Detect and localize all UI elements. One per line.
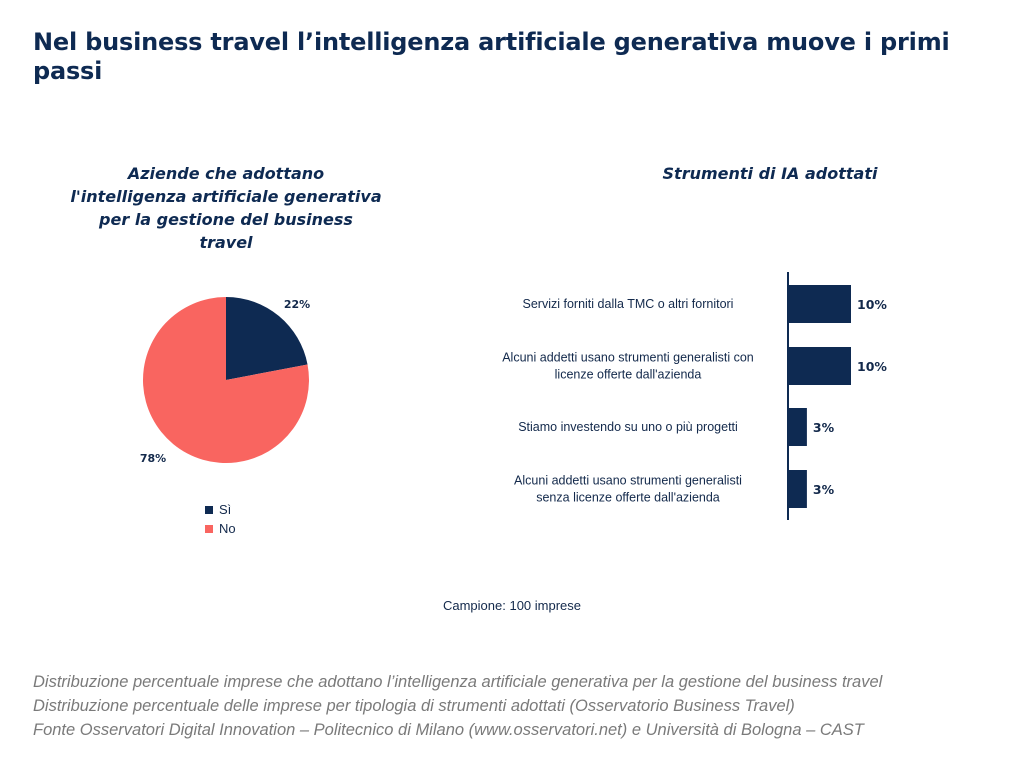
bar-4 [788,470,807,508]
pie-legend: Sì No [205,500,236,538]
sample-note: Campione: 100 imprese [442,598,582,613]
footer-line: Distribuzione percentuale delle imprese … [33,697,795,715]
pie-slice-label: 78% [140,452,166,465]
bar-2 [788,347,851,385]
legend-item-si: Sì [205,500,236,519]
footer-line: Distribuzione percentuale imprese che ad… [33,673,883,691]
bar-value-label: 3% [813,420,835,435]
page-title: Nel business travel l’intelligenza artif… [33,28,950,85]
bar-category-label: Alcuni addetti usano strumenti generalis… [502,351,754,382]
bar-value-label: 3% [813,482,835,497]
bar-value-label: 10% [857,297,887,312]
legend-swatch-si [205,505,213,514]
legend-swatch-no [205,524,213,533]
footer-line: Fonte Osservatori Digital Innovation – P… [33,721,864,739]
bar-chart: 10% Servizi forniti dalla TMC o altri for… [502,272,887,520]
bar-3 [788,408,807,446]
bar-value-label: 10% [857,359,887,374]
footer-notes: Distribuzione percentuale imprese che ad… [33,670,1018,742]
pie-slice-si [226,297,308,380]
pie-chart: 22% 78% [140,296,310,465]
pie-slice-label: 22% [284,298,310,311]
pie-chart-title: Aziende che adottano l'intelligenza arti… [70,164,382,252]
pie-slice-no [142,296,309,463]
bar-chart-title: Strumenti di IA adottati [662,164,878,183]
legend-item-no: No [205,519,236,538]
bar-1 [788,285,851,323]
bar-category-label: Alcuni addetti usano strumenti generalis… [514,474,742,505]
legend-label-si: Sì [219,502,232,517]
legend-label-no: No [219,521,236,536]
bar-category-label: Stiamo investendo su uno o più progetti [518,420,738,434]
bar-category-label: Servizi forniti dalla TMC o altri fornit… [523,297,734,311]
